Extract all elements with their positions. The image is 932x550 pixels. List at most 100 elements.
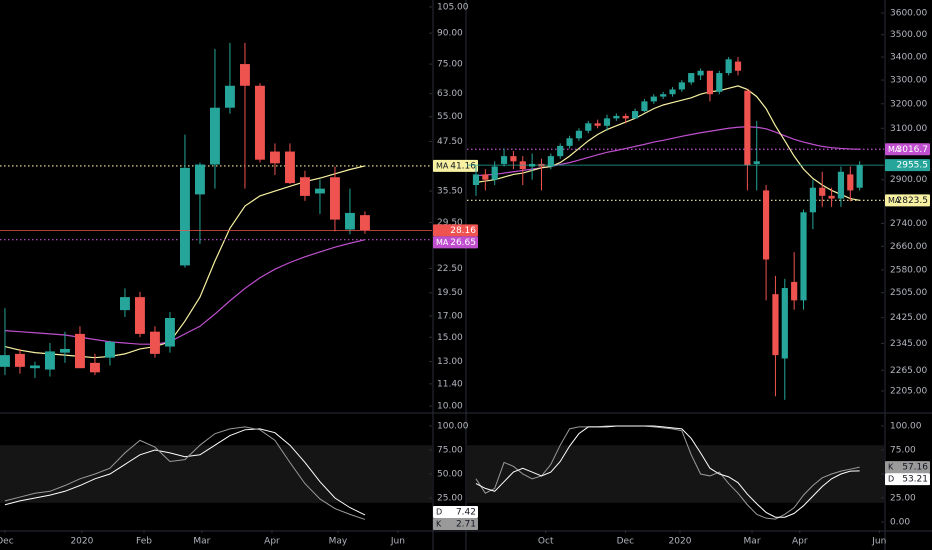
candle-body [837,171,845,199]
y-tick-label: 13.00 [437,357,463,367]
candle-body [547,156,554,167]
candle-body [135,297,145,334]
axis-tag-value: 41.16 [450,161,476,171]
candle-body [697,70,704,76]
y-tick-label: 3500.00 [890,30,927,40]
axis-tag-name: D [888,475,894,484]
candle-body [300,177,310,196]
candle-body [819,187,826,196]
y-tick-label: 3400.00 [890,53,927,63]
axis-tag-value: 2.71 [456,520,476,530]
candle-body [90,362,100,373]
oscillator-line [475,425,860,518]
oscillator-line [4,428,366,516]
y-tick-label: 29.50 [437,218,463,228]
candle-body [557,145,564,157]
axis-tag-value: 53.21 [902,475,928,485]
candle-body [594,123,601,126]
y-tick-label: 25.00 [437,494,463,504]
axis-tag-value: 2823.5 [897,196,929,206]
x-tick-label: Mar [193,537,210,547]
candle-body [60,348,70,353]
axis-tag-name: K [888,463,894,472]
axis-tag-value: 57.16 [902,463,928,473]
axis-tag-value: 7.42 [456,508,476,518]
candle-body [809,187,816,213]
y-tick-label: 2345.00 [890,339,927,349]
candle-body [510,156,517,162]
x-tick-label: Dec [0,537,14,547]
axis-tag-name: MA [436,161,449,170]
axis-tag-name: D [436,508,442,517]
candle-body [240,64,250,86]
axis-tag [885,159,930,172]
y-tick-label: 2740.00 [890,219,927,229]
y-tick-label: 3200.00 [890,99,927,109]
candle-body [613,115,620,119]
candle-body [762,190,770,260]
candle-body [0,355,10,367]
y-tick-label: 17.00 [437,312,463,322]
candle-body [491,166,498,180]
y-tick-label: 2505.00 [890,288,927,298]
y-tick-label: 50.00 [437,469,463,479]
y-tick-label: 2660.00 [890,242,927,252]
candle-body [660,94,667,97]
candle-body [15,353,25,367]
candle-body [781,288,788,359]
x-tick-label: Jun [390,537,405,547]
y-tick-label: 2580.00 [890,265,927,275]
y-tick-label: 10.00 [437,402,463,412]
y-tick-label: 19.50 [437,288,463,298]
axis-tag-value: 28.16 [450,226,476,236]
x-tick-label: Feb [136,537,152,547]
axis-tag [433,518,478,530]
candle-body [706,70,714,95]
axis-tag [433,236,478,249]
candle-body [753,161,760,164]
candle-body [603,118,611,126]
y-tick-label: 0.00 [890,518,910,528]
y-tick-label: 75.00 [437,445,463,455]
candle-body [847,174,854,191]
axis-tag-value: 2955.5 [897,161,929,171]
y-tick-label: 75.00 [437,60,463,70]
candle-body [744,90,751,166]
y-tick-label: 15.00 [437,333,463,343]
candle-body [345,212,355,230]
candle-body [800,212,807,301]
candle-body [180,167,190,266]
oscillator-line [4,426,366,520]
y-tick-label: 35.50 [437,187,463,197]
candle-body [120,297,130,311]
moving-average [475,85,860,201]
x-tick-label: 2020 [70,537,93,547]
y-tick-label: 3100.00 [890,124,927,134]
candle-body [105,341,115,358]
oscillator-band [467,445,884,503]
axis-tag [885,473,930,486]
y-tick-label: 3600.00 [890,8,927,18]
y-tick-label: 3300.00 [890,76,927,86]
y-tick-label: 22.50 [437,264,463,274]
x-tick-label: Oct [538,537,554,547]
y-tick-label: 63.00 [437,89,463,99]
x-tick-label: Apr [792,537,808,547]
x-tick-label: May [329,537,348,547]
candle-body [500,156,508,164]
axis-tag [885,194,930,207]
candle-body [210,107,220,165]
candle-body [716,73,723,92]
candle-body [772,294,779,356]
candle-body [725,59,732,74]
x-tick-label: Jun [871,537,886,547]
candle-body [150,331,160,354]
axis-tag-name: MA [436,238,449,247]
candle-body [225,85,235,108]
y-tick-label: 100.00 [437,421,469,431]
candle-body [330,177,340,220]
axis-tag-name: MA [888,196,901,205]
y-tick-label: 100.00 [890,421,922,431]
oscillator-line [475,425,860,520]
